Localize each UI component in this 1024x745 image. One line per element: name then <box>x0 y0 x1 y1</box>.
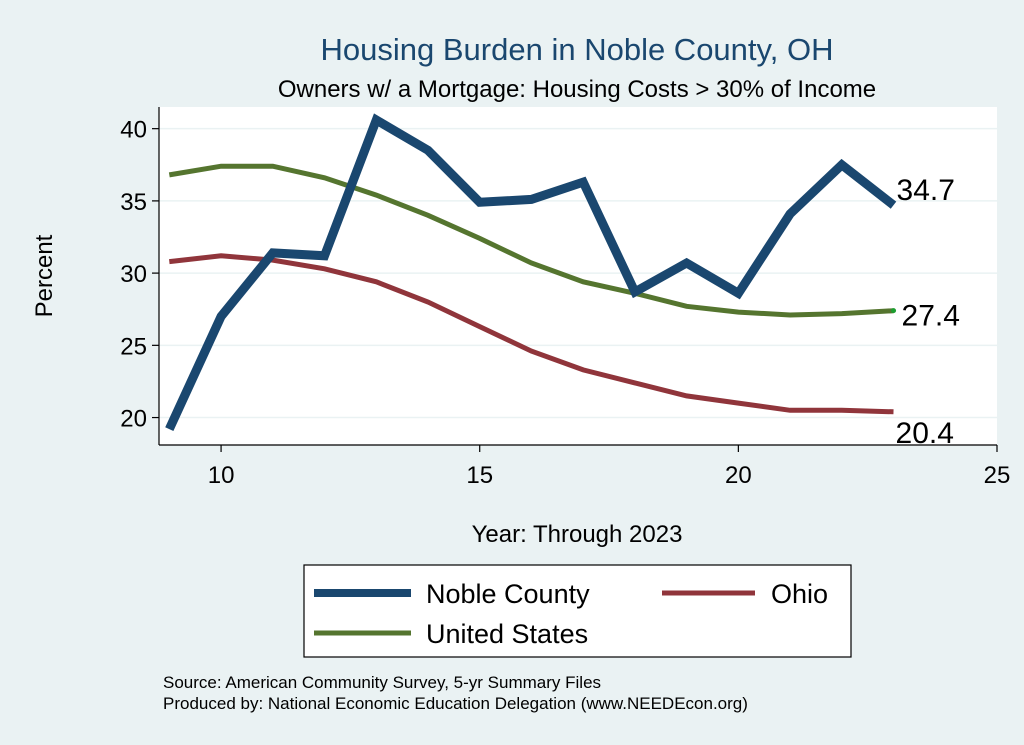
source-note: Source: American Community Survey, 5-yr … <box>163 673 601 692</box>
plot-area <box>159 107 997 445</box>
end-labels: 34.7 20.4 27.4 <box>891 174 960 450</box>
end-label-united-states: 27.4 <box>902 300 960 333</box>
legend-box <box>303 564 852 658</box>
chart-title: Housing Burden in Noble County, OH <box>321 32 834 67</box>
legend-label-noble-county: Noble County <box>426 579 590 609</box>
legend: Noble County Ohio United States <box>303 564 852 658</box>
series-line-ohio <box>169 253 894 415</box>
end-marker-united-states <box>891 308 897 314</box>
y-tick-label: 35 <box>120 189 147 216</box>
x-tick-label: 25 <box>984 462 1011 489</box>
y-axis-title: Percent <box>31 234 58 317</box>
legend-label-ohio: Ohio <box>771 579 828 609</box>
series-line-united-states <box>168 163 894 318</box>
x-tick-label: 15 <box>466 462 493 489</box>
chart-subtitle: Owners w/ a Mortgage: Housing Costs > 30… <box>278 76 876 103</box>
x-tick-label: 10 <box>208 462 235 489</box>
y-tick-label: 20 <box>120 406 147 433</box>
produced-by-note: Produced by: National Economic Education… <box>163 694 748 713</box>
end-label-ohio: 20.4 <box>896 417 954 450</box>
y-tick-label: 30 <box>120 261 147 288</box>
axes: 20 25 30 35 40 10 15 20 25 <box>120 107 1010 489</box>
gridlines <box>159 127 997 419</box>
y-tick-label: 40 <box>120 117 147 144</box>
end-label-noble-county: 34.7 <box>897 174 955 207</box>
y-tick-label: 25 <box>120 333 147 360</box>
x-axis-title: Year: Through 2023 <box>472 521 683 548</box>
x-tick-label: 20 <box>725 462 752 489</box>
series-lines <box>165 113 897 431</box>
series-line-noble-county <box>165 113 897 431</box>
legend-label-united-states: United States <box>426 619 588 649</box>
